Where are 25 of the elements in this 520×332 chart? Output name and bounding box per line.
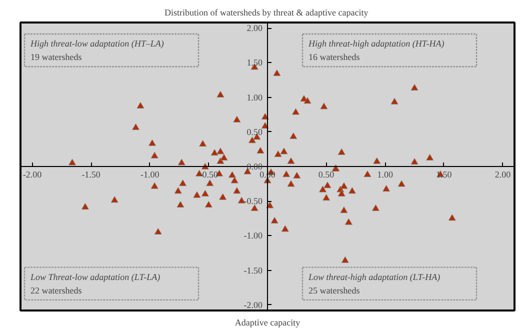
x-tick-label: -2.00 bbox=[22, 170, 42, 180]
y-tick-label: -2.00 bbox=[244, 300, 263, 310]
annotation: 25 watersheds bbox=[308, 285, 360, 296]
annotation: High threat-low adaptation (HT–LA) bbox=[30, 38, 164, 49]
annotation: High threat-high adaptation (HT-HA) bbox=[308, 38, 444, 49]
annotation: Low threat-high adaptation (LT-HA) bbox=[308, 272, 440, 282]
x-tick-label: 1.00 bbox=[377, 170, 394, 180]
y-tick-label: 1.00 bbox=[246, 92, 263, 102]
y-tick-label: 0.50 bbox=[246, 126, 263, 137]
annotation: 19 watersheds bbox=[30, 52, 82, 62]
x-axis-title: Adaptive capacity bbox=[234, 318, 301, 328]
chart-title: Distribution of watersheds by threat & adaptive capacity bbox=[164, 8, 369, 18]
annotation: 22 watersheds bbox=[30, 285, 82, 296]
x-tick-label: -1.00 bbox=[140, 170, 160, 180]
x-tick-label: 0.50 bbox=[318, 170, 335, 180]
y-tick-label: 2.00 bbox=[246, 23, 263, 34]
y-tick-label: -0.50 bbox=[244, 196, 263, 206]
y-tick-label: 1.50 bbox=[246, 58, 263, 68]
y-tick-label: -1.00 bbox=[244, 230, 263, 241]
annotation: Low Threat-low adaptation (LT-LA) bbox=[30, 272, 160, 282]
x-tick-label: 2.00 bbox=[494, 170, 512, 180]
annotation: 16 watersheds bbox=[308, 52, 360, 62]
y-tick-label: -1.50 bbox=[244, 265, 263, 276]
x-tick-label: -0.50 bbox=[199, 170, 219, 180]
x-tick-label: -1.50 bbox=[82, 170, 101, 180]
